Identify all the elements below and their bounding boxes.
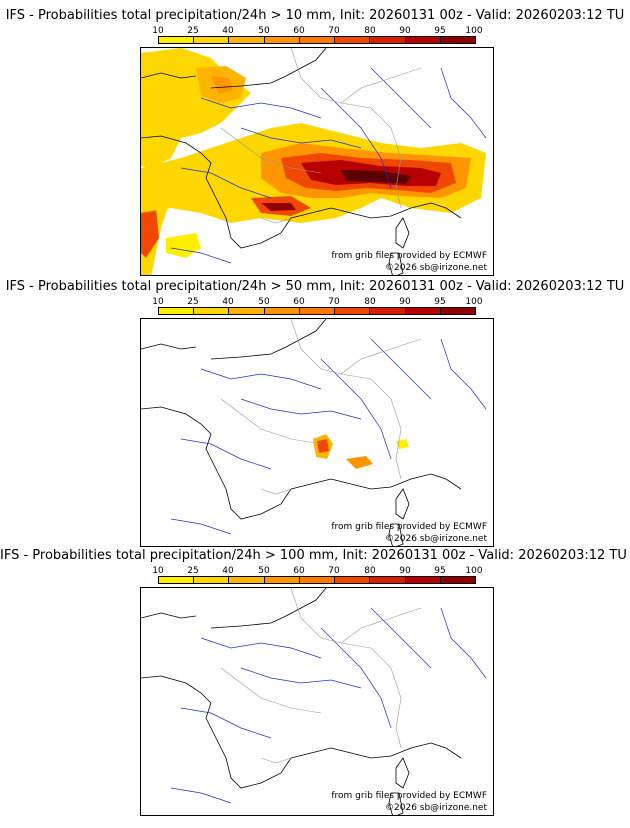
- legend-swatch: [370, 577, 406, 583]
- data-source-label: from grib files provided by ECMWF: [331, 791, 487, 801]
- legend-tick: 40: [222, 566, 234, 576]
- legend-tick: 90: [399, 26, 411, 36]
- legend-tick: 25: [187, 26, 199, 36]
- copyright-label: ©2026 sb@irizone.net: [385, 534, 487, 544]
- legend-swatch: [264, 308, 300, 314]
- legend-swatch: [159, 577, 195, 583]
- legend-swatch: [440, 577, 475, 583]
- legend-tick: 90: [399, 297, 411, 307]
- rivers: [170, 338, 487, 535]
- legend-swatch: [264, 37, 300, 43]
- legend-swatch: [335, 37, 371, 43]
- copyright-label: ©2026 sb@irizone.net: [385, 263, 487, 273]
- copyright-label: ©2026 sb@irizone.net: [385, 803, 487, 813]
- legend-swatch: [229, 308, 265, 314]
- legend-swatch: [194, 37, 230, 43]
- panel-title: IFS - Probabilities total precipitation/…: [5, 8, 625, 23]
- legend-tick: 95: [434, 26, 446, 36]
- data-source-label: from grib files provided by ECMWF: [331, 251, 487, 261]
- legend-swatch: [370, 308, 406, 314]
- legend-swatch: [194, 308, 230, 314]
- legend-tick: 60: [293, 26, 305, 36]
- color-legend: 10 25 40 50 60 70 80 90 95 100: [152, 297, 483, 316]
- color-legend: 10 25 40 50 60 70 80 90 95 100: [152, 26, 483, 45]
- map-canvas: [141, 588, 487, 815]
- legend-tick: 70: [328, 297, 340, 307]
- legend-swatch: [159, 308, 195, 314]
- legend-tick: 95: [434, 566, 446, 576]
- legend-tick: 25: [187, 566, 199, 576]
- data-source-label: from grib files provided by ECMWF: [331, 522, 487, 532]
- legend-tick: 50: [258, 566, 270, 576]
- legend-tick: 80: [364, 26, 376, 36]
- legend-tick: 60: [293, 297, 305, 307]
- legend-tick: 80: [364, 297, 376, 307]
- legend-tick: 100: [465, 566, 483, 576]
- panel-100mm: IFS - Probabilities total precipitation/…: [0, 548, 630, 816]
- color-legend: 10 25 40 50 60 70 80 90 95 100: [152, 566, 483, 585]
- legend-swatch: [335, 577, 371, 583]
- legend-tick: 70: [328, 566, 340, 576]
- legend-tick: 100: [465, 26, 483, 36]
- map-canvas: [141, 319, 487, 546]
- coastlines: [141, 588, 462, 815]
- legend-tick: 80: [364, 566, 376, 576]
- panel-10mm: IFS - Probabilities total precipitation/…: [0, 8, 630, 276]
- legend-swatch: [370, 37, 406, 43]
- legend-ticks: 10 25 40 50 60 70 80 90 95 100: [152, 26, 482, 36]
- legend-tick: 95: [434, 297, 446, 307]
- map-frame: from grib files provided by ECMWF ©2026 …: [140, 587, 494, 816]
- legend-swatch: [440, 308, 475, 314]
- legend-color-bar: [158, 36, 476, 44]
- legend-tick: 50: [258, 26, 270, 36]
- legend-ticks: 10 25 40 50 60 70 80 90 95 100: [152, 297, 482, 307]
- legend-swatch: [299, 37, 336, 43]
- precip-shading: [313, 434, 409, 469]
- panel-title: IFS - Probabilities total precipitation/…: [5, 279, 625, 294]
- coastlines: [141, 319, 462, 546]
- borders: [220, 48, 422, 224]
- legend-tick: 10: [152, 26, 164, 36]
- legend-tick: 90: [399, 566, 411, 576]
- legend-swatch: [440, 37, 475, 43]
- legend-swatch: [159, 37, 195, 43]
- legend-swatch: [229, 37, 265, 43]
- legend-swatch: [299, 308, 336, 314]
- panel-50mm: IFS - Probabilities total precipitation/…: [0, 279, 630, 547]
- legend-tick: 50: [258, 297, 270, 307]
- panel-title: IFS - Probabilities total precipitation/…: [0, 548, 627, 563]
- legend-swatch: [405, 308, 441, 314]
- coastlines: [141, 48, 462, 275]
- legend-swatch: [229, 577, 265, 583]
- borders: [220, 319, 422, 495]
- legend-tick: 40: [222, 26, 234, 36]
- legend-swatch: [405, 577, 441, 583]
- legend-color-bar: [158, 307, 476, 315]
- map-canvas: [141, 48, 487, 275]
- rivers: [170, 607, 487, 804]
- legend-tick: 70: [328, 26, 340, 36]
- legend-tick: 40: [222, 297, 234, 307]
- map-frame: from grib files provided by ECMWF ©2026 …: [140, 318, 494, 547]
- legend-tick: 10: [152, 566, 164, 576]
- legend-swatch: [299, 577, 336, 583]
- legend-tick: 60: [293, 566, 305, 576]
- legend-tick: 100: [465, 297, 483, 307]
- legend-tick: 25: [187, 297, 199, 307]
- legend-tick: 10: [152, 297, 164, 307]
- legend-swatch: [405, 37, 441, 43]
- borders: [220, 588, 422, 764]
- precip-shading: [141, 48, 486, 275]
- legend-swatch: [194, 577, 230, 583]
- legend-swatch: [335, 308, 371, 314]
- legend-color-bar: [158, 576, 476, 584]
- map-frame: from grib files provided by ECMWF ©2026 …: [140, 47, 494, 276]
- legend-ticks: 10 25 40 50 60 70 80 90 95 100: [152, 566, 482, 576]
- legend-swatch: [264, 577, 300, 583]
